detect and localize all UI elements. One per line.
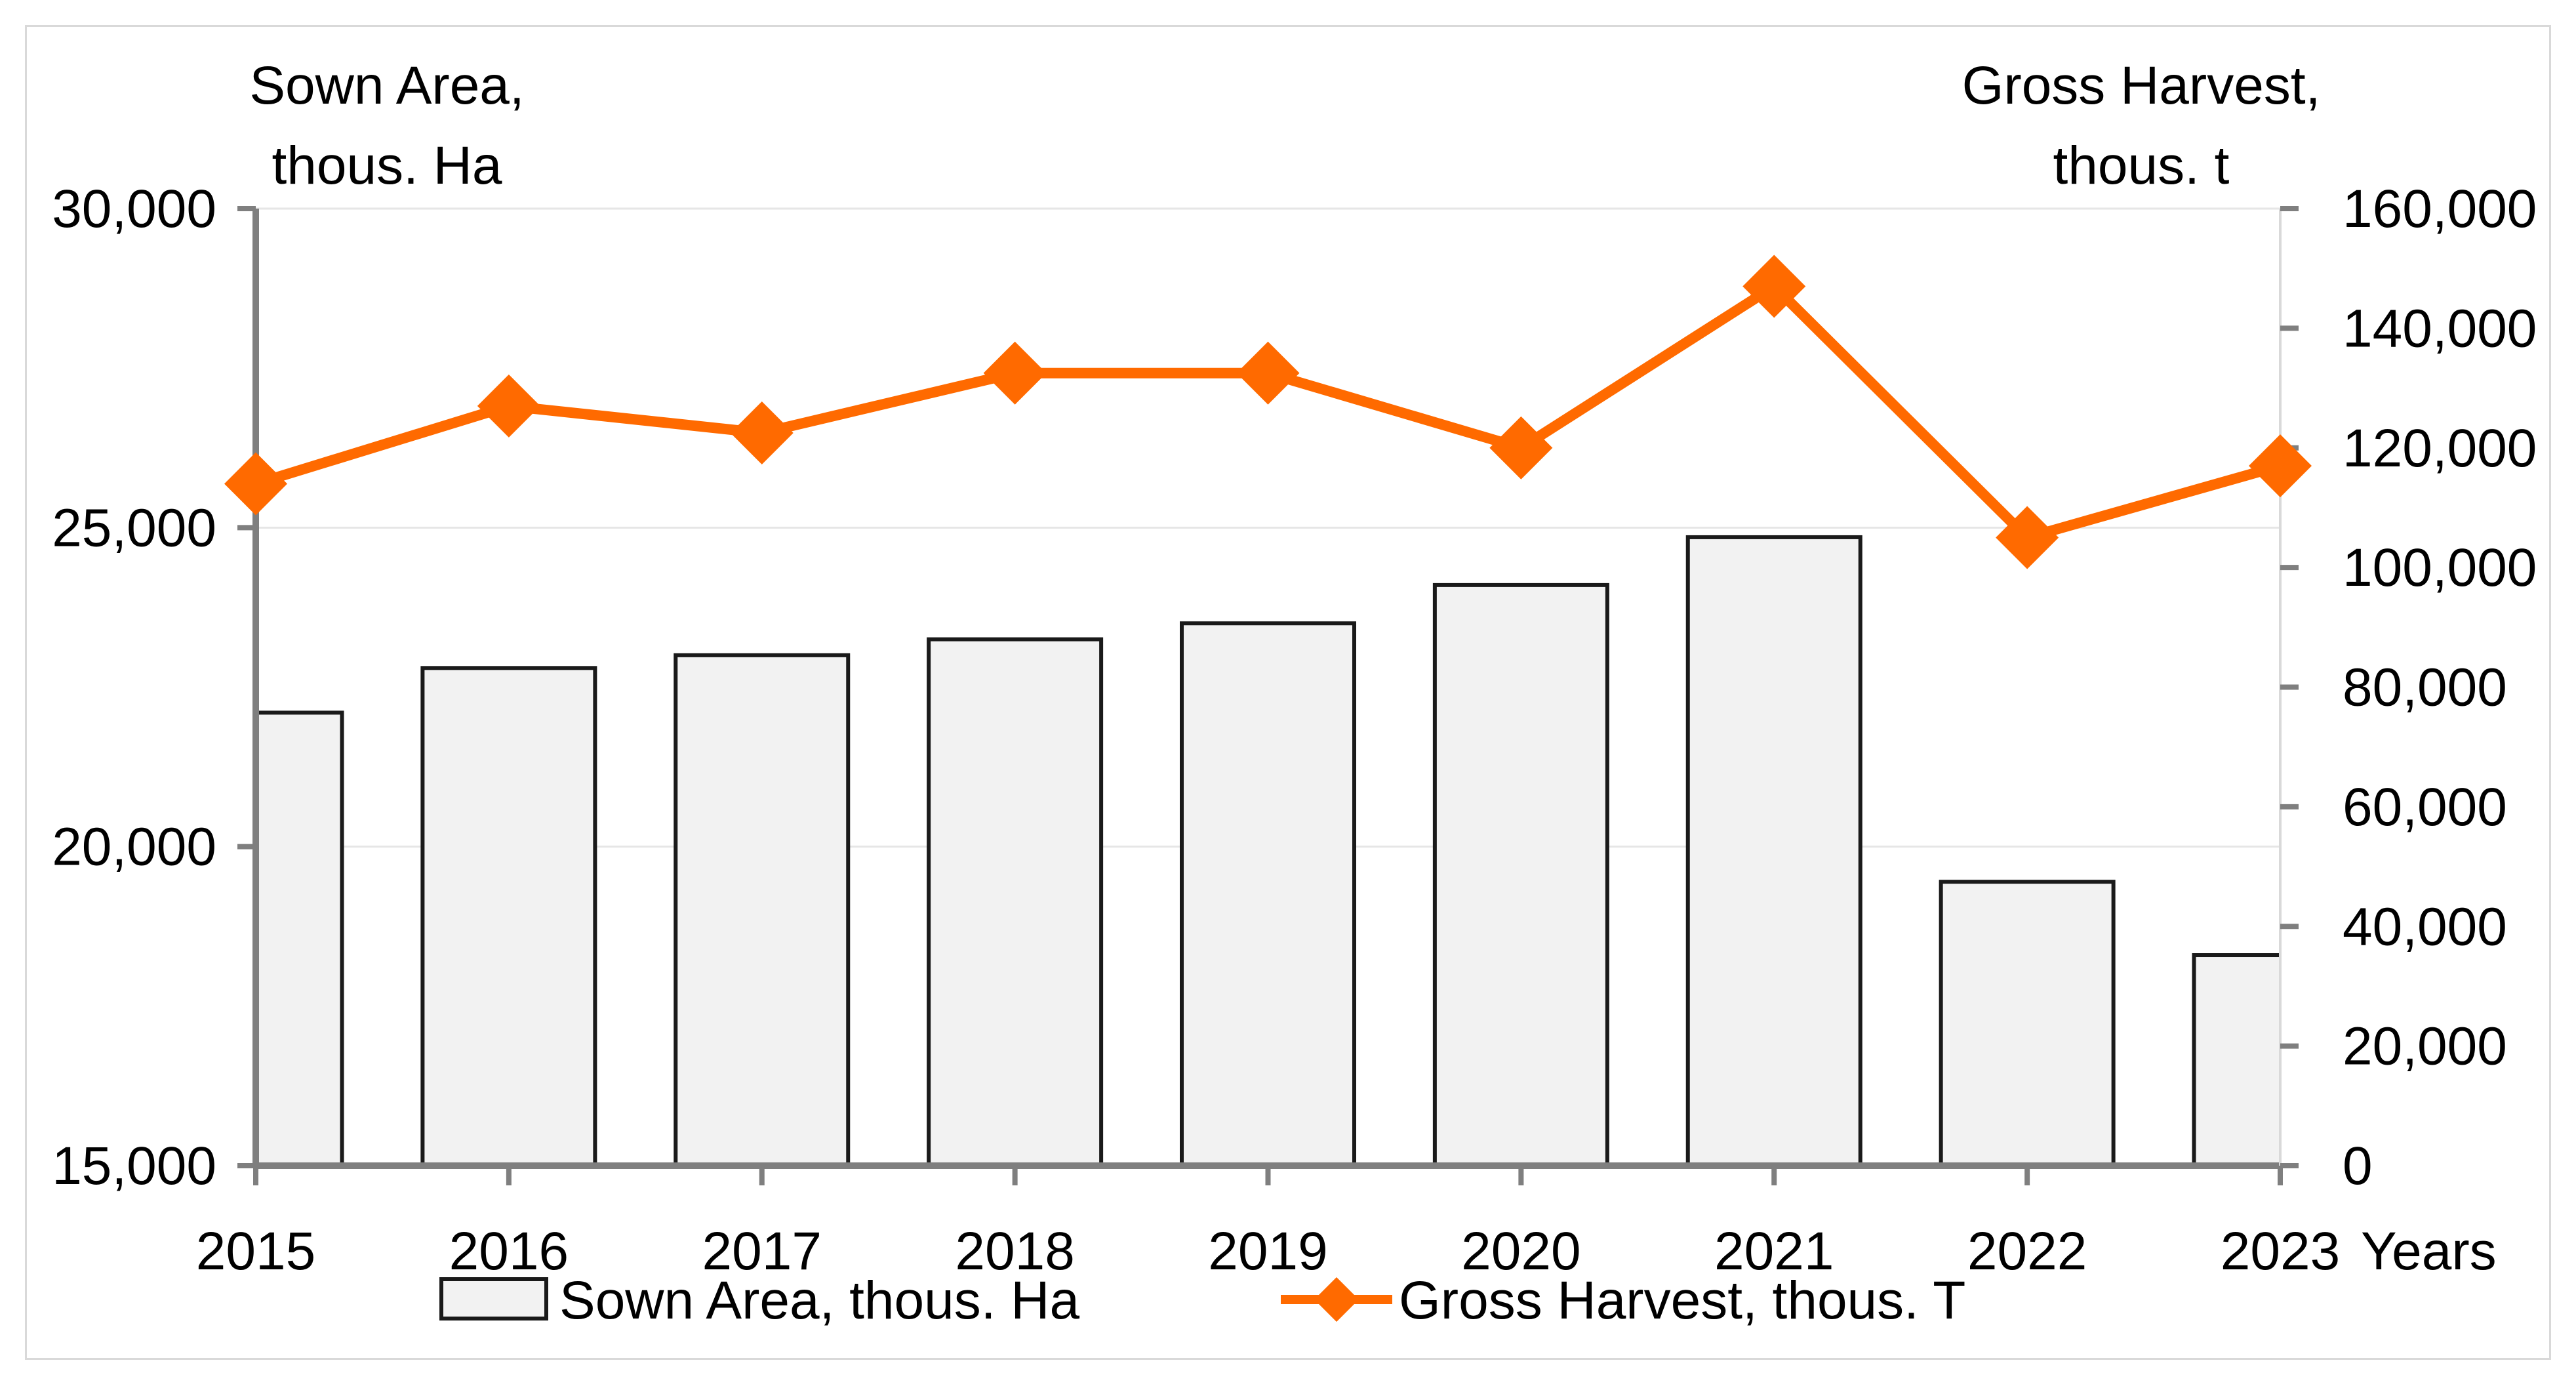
x-tick-label-2018: 2018 xyxy=(955,1221,1074,1281)
legend: Sown Area, thous. Ha Gross Harvest, thou… xyxy=(439,1271,1965,1330)
harvest-point-2023 xyxy=(2249,434,2312,498)
bar-2022 xyxy=(1939,880,2116,1166)
bar-2021 xyxy=(1685,535,1862,1166)
bar-group xyxy=(256,535,2280,1166)
right-tick-label-100,000: 100,000 xyxy=(2343,538,2537,598)
right-tick-label-20,000: 20,000 xyxy=(2343,1017,2507,1076)
x-tick-label-2015: 2015 xyxy=(196,1221,315,1281)
harvest-point-2020 xyxy=(1489,416,1553,480)
right-tick-label-60,000: 60,000 xyxy=(2343,777,2507,837)
x-tick-label-2020: 2020 xyxy=(1461,1221,1580,1281)
bar-2019 xyxy=(1180,621,1356,1166)
bar-2017 xyxy=(674,653,851,1166)
bar-2015 xyxy=(256,710,344,1166)
right-tick-label-0: 0 xyxy=(2343,1136,2373,1196)
x-tick-label-2016: 2016 xyxy=(449,1221,569,1281)
x-tick-label-2017: 2017 xyxy=(702,1221,822,1281)
harvest-point-2021 xyxy=(1742,255,1806,318)
legend-bar-swatch xyxy=(439,1277,548,1320)
harvest-point-2016 xyxy=(477,374,540,438)
bar-2018 xyxy=(927,637,1104,1166)
left-axis-title-line2: thous. Ha xyxy=(272,136,502,195)
x-axis-unit-label: Years xyxy=(2361,1221,2497,1281)
right-tick-label-80,000: 80,000 xyxy=(2343,658,2507,718)
sown-area-bars xyxy=(256,535,2280,1166)
right-tick-label-120,000: 120,000 xyxy=(2343,419,2537,478)
gross-harvest-line xyxy=(224,255,2312,569)
bar-2020 xyxy=(1432,583,1609,1166)
right-tick-label-160,000: 160,000 xyxy=(2343,179,2537,239)
right-tick-label-40,000: 40,000 xyxy=(2343,897,2507,956)
harvest-point-2022 xyxy=(1996,506,2059,569)
right-axis-title-line1: Gross Harvest, xyxy=(1962,56,2321,115)
legend-diamond-marker xyxy=(1314,1277,1359,1322)
x-tick-label-2022: 2022 xyxy=(1967,1221,2087,1281)
gross-harvest-polyline xyxy=(254,281,2282,543)
x-tick-label-2021: 2021 xyxy=(1714,1221,1834,1281)
left-tick-label-15,000: 15,000 xyxy=(52,1136,216,1196)
x-tick-label-2023: 2023 xyxy=(2221,1221,2340,1281)
right-axis-title-line2: thous. t xyxy=(2053,136,2230,195)
axes: 15,000 20,000 25,000 30,000 0 20,000 40,000 60,… xyxy=(52,179,2537,1281)
left-tick-label-25,000: 25,000 xyxy=(52,498,216,558)
harvest-point-2017 xyxy=(730,401,794,464)
harvest-point-2015 xyxy=(224,452,287,516)
harvest-point-2018 xyxy=(983,341,1047,405)
bar-2016 xyxy=(420,666,597,1166)
harvest-point-2019 xyxy=(1236,341,1300,405)
left-tick-label-30,000: 30,000 xyxy=(52,179,216,239)
legend-sown-area-label: Sown Area, thous. Ha xyxy=(559,1271,1080,1330)
bar-2023 xyxy=(2192,953,2280,1166)
left-axis-title-line1: Sown Area, xyxy=(249,56,524,115)
legend-gross-harvest-label: Gross Harvest, thous. T xyxy=(1399,1271,1965,1330)
left-tick-label-20,000: 20,000 xyxy=(52,817,216,877)
right-tick-label-140,000: 140,000 xyxy=(2343,298,2537,358)
x-tick-label-2019: 2019 xyxy=(1208,1221,1327,1281)
